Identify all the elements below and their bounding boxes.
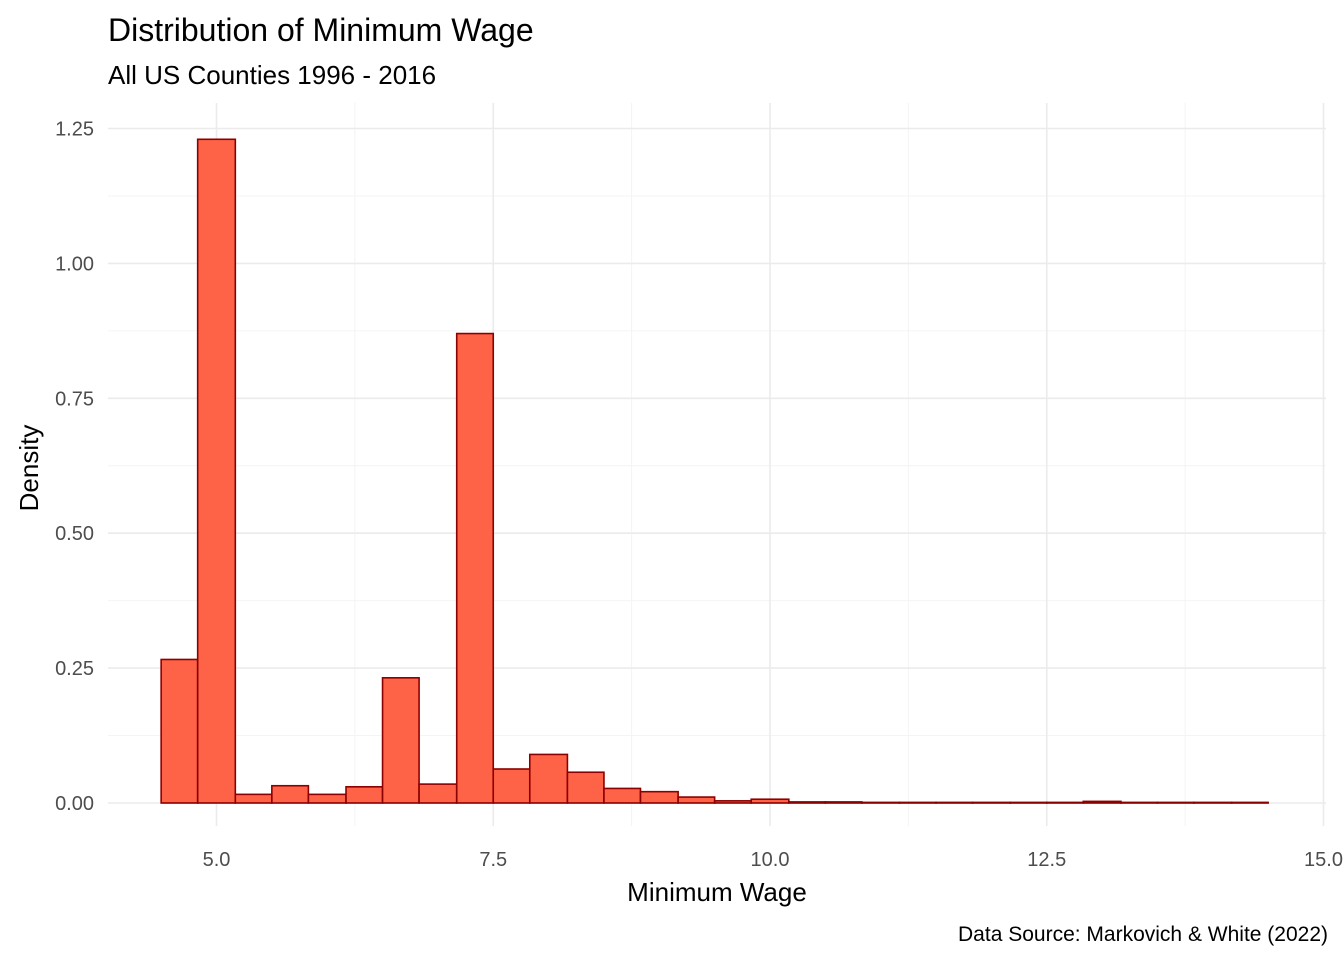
histogram-bar [566,771,605,804]
histogram-bar [455,332,495,804]
x-axis-title: Minimum Wage [627,877,807,907]
histogram-bar [1230,801,1269,804]
chart-title: Distribution of Minimum Wage [108,12,534,48]
histogram-bar [307,793,347,804]
axis-ticks: 5.0 7.5 10.0 12.5 15.0 0.00 0.25 0.50 0.75 1.00 1.… [55,119,1343,872]
histogram-bar [1009,801,1048,804]
x-tick-label: 5.0 [203,849,231,871]
histogram-bar [971,801,1012,804]
histogram-bar [713,800,752,804]
histogram-bar [898,801,937,804]
histogram-bar [160,658,199,804]
y-tick-label: 1.25 [55,119,94,141]
histogram-bar [1120,801,1159,804]
y-tick-label: 0.00 [55,793,94,815]
histogram-bar [677,796,716,804]
histogram-bar [1082,800,1122,804]
histogram-bar [935,801,974,804]
histogram-bar [381,677,420,804]
histogram-bar [1156,801,1195,804]
x-tick-label: 12.5 [1027,849,1066,871]
chart-caption: Data Source: Markovich & White (2022) [958,923,1328,946]
histogram-bar [639,790,679,804]
histogram-bar [788,801,827,804]
histogram-bar [345,786,384,804]
histogram-bar [234,793,273,804]
y-tick-label: 0.25 [55,658,94,680]
histogram-bar [492,768,531,804]
grid-lines [108,103,1326,826]
histogram-bar [528,753,569,804]
y-tick-label: 1.00 [55,253,94,275]
histogram-bar [750,798,790,804]
histogram-bar [824,801,863,804]
histogram-bars [160,138,1269,804]
x-tick-label: 15.0 [1304,849,1343,871]
chart-subtitle: All US Counties 1996 - 2016 [108,60,436,90]
histogram-bar [418,783,458,804]
histogram-bar [861,801,901,804]
y-tick-label: 0.50 [55,523,94,545]
x-tick-label: 10.0 [751,849,790,871]
histogram-bar [1045,801,1085,804]
x-tick-label: 7.5 [479,849,507,871]
y-tick-label: 0.75 [55,388,94,410]
histogram-bar [603,787,642,804]
histogram-bar [271,784,310,804]
y-axis-title: Density [14,425,44,512]
histogram-bar [196,138,237,804]
histogram-bar [1193,801,1233,804]
